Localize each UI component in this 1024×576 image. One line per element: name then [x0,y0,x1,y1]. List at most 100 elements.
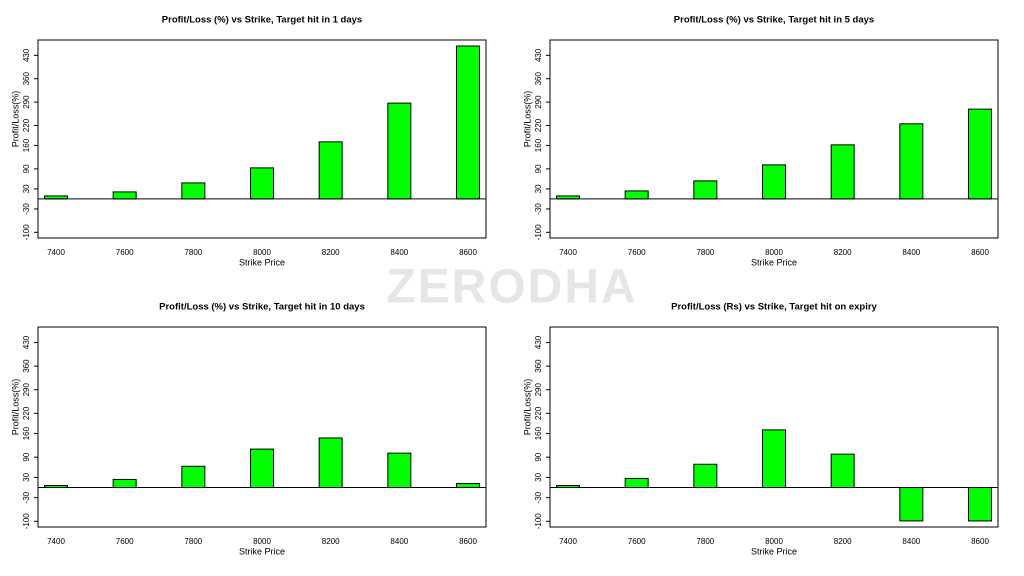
bar [387,102,412,200]
bar [318,437,343,489]
plot-frame [549,326,999,528]
y-tick-label: 30 [534,184,543,193]
bar [899,123,924,200]
chart-title: Profit/Loss (%) vs Strike, Target hit in… [162,15,362,26]
y-tick-label: 160 [534,138,543,152]
x-tick-label: 8600 [971,537,989,546]
bar [456,45,480,200]
plot-frame [549,39,999,239]
bar [693,180,718,200]
y-tick-label: 430 [22,335,31,349]
x-axis-label: Strike Price [751,546,797,556]
x-tick-label: 8400 [390,248,408,257]
x-tick-label: 8000 [765,248,783,257]
bar [250,448,274,489]
y-tick-label: -30 [22,491,31,503]
x-tick-label: 8000 [253,537,271,546]
y-tick-label: 30 [534,472,543,481]
x-tick-label: 8600 [459,248,477,257]
y-tick-label: -30 [534,491,543,503]
x-tick-label: 8200 [834,248,852,257]
bar [968,108,992,200]
y-tick-label: -30 [534,203,543,215]
plot-frame [37,39,487,239]
y-tick-label: 430 [22,48,31,62]
x-tick-label: 8200 [322,537,340,546]
y-tick-label: 430 [534,48,543,62]
y-axis-label: Profit/Loss(%) [10,91,20,148]
y-tick-label: 290 [22,383,31,397]
y-tick-label: 160 [22,426,31,440]
x-tick-label: 8600 [459,537,477,546]
x-tick-label: 8400 [390,537,408,546]
y-tick-label: 90 [534,452,543,461]
bar [387,452,412,489]
x-tick-label: 7400 [47,248,65,257]
x-tick-label: 8200 [322,248,340,257]
y-tick-label: 430 [534,335,543,349]
x-tick-label: 8400 [902,537,920,546]
bar [624,190,649,200]
y-tick-label: 90 [22,164,31,173]
x-tick-label: 7800 [184,537,202,546]
y-tick-label: 30 [22,184,31,193]
x-tick-label: 7600 [628,537,646,546]
y-tick-label: 90 [534,164,543,173]
x-tick-label: 7800 [184,248,202,257]
bar [830,144,855,200]
x-tick-label: 7600 [116,248,134,257]
x-tick-label: 8600 [971,248,989,257]
bar [762,164,786,200]
chart-title: Profit/Loss (Rs) vs Strike, Target hit o… [671,302,877,313]
bar [693,463,718,489]
x-tick-label: 7400 [47,537,65,546]
y-tick-label: 220 [534,406,543,420]
bar [830,453,855,489]
x-tick-label: 7600 [116,537,134,546]
y-axis-label: Profit/Loss(%) [10,379,20,436]
x-axis-label: Strike Price [239,257,285,267]
bar [318,141,343,200]
x-tick-label: 8000 [253,248,271,257]
bar [968,487,992,522]
plot-frame [37,326,487,528]
y-tick-label: 360 [534,359,543,373]
y-tick-label: -100 [534,513,543,530]
bar [899,487,924,522]
bar [112,191,137,200]
y-tick-label: 90 [22,452,31,461]
y-tick-label: -100 [22,224,31,241]
y-axis-label: Profit/Loss(%) [522,379,532,436]
y-tick-label: 220 [534,118,543,132]
y-tick-label: -100 [534,224,543,241]
y-tick-label: 360 [534,72,543,86]
bar [624,477,649,489]
y-tick-label: 290 [534,95,543,109]
y-tick-label: 360 [22,72,31,86]
x-tick-label: 8000 [765,537,783,546]
y-tick-label: 290 [22,95,31,109]
watermark: ZERODHA [386,261,637,314]
x-tick-label: 8400 [902,248,920,257]
y-tick-label: 220 [22,406,31,420]
chart-title: Profit/Loss (%) vs Strike, Target hit in… [674,15,874,26]
bar [112,478,137,489]
x-tick-label: 7800 [696,248,714,257]
x-tick-label: 7400 [559,248,577,257]
y-tick-label: 360 [22,359,31,373]
bar [250,167,274,200]
bar [762,429,786,489]
x-tick-label: 7800 [696,537,714,546]
y-tick-label: -100 [22,513,31,530]
y-axis-label: Profit/Loss(%) [522,91,532,148]
bar [181,465,206,489]
bar [181,182,206,200]
chart-title: Profit/Loss (%) vs Strike, Target hit in… [159,302,365,313]
x-tick-label: 7600 [628,248,646,257]
y-tick-label: 160 [534,426,543,440]
x-tick-label: 8200 [834,537,852,546]
x-axis-label: Strike Price [751,257,797,267]
x-tick-label: 7400 [559,537,577,546]
bar [456,482,480,489]
